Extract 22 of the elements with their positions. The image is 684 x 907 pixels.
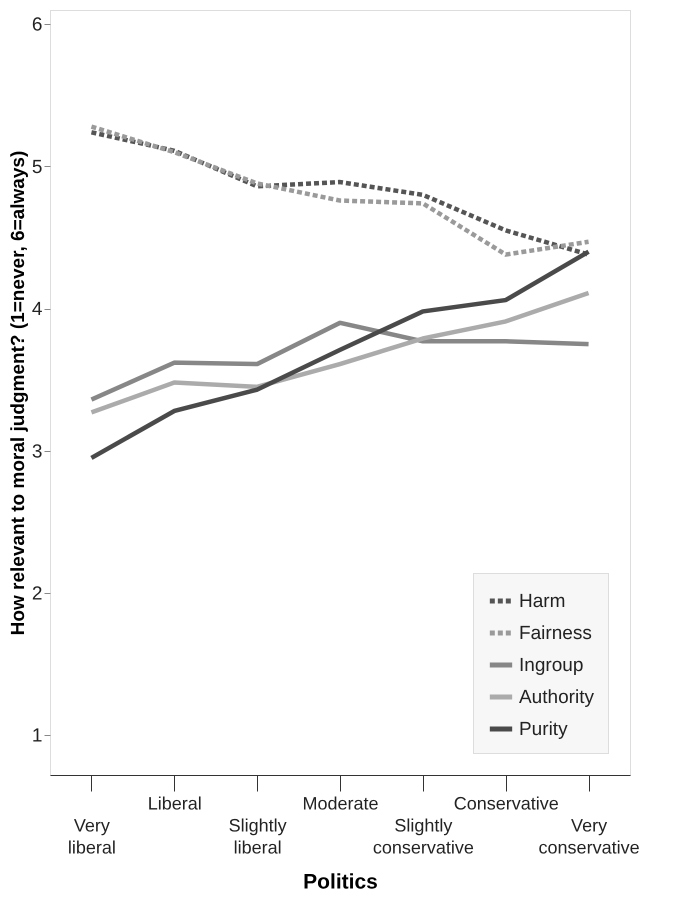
legend-label: Fairness <box>519 623 592 644</box>
line-series <box>89 320 591 402</box>
x-tick-label: Conservative <box>454 794 559 814</box>
y-tick-label: 3 <box>32 441 42 462</box>
x-tick-label: Moderate <box>302 794 379 814</box>
y-tick-label: 4 <box>32 299 43 320</box>
x-tick-label: Slightly liberal <box>228 816 287 858</box>
x-tick-label: Very conservative <box>538 816 640 858</box>
x-tick-label: Very liberal <box>68 816 116 858</box>
y-tick-label: 2 <box>32 583 42 604</box>
y-tick-label: 1 <box>32 726 42 747</box>
line-series <box>89 290 591 415</box>
x-tick-label: Liberal <box>148 794 202 814</box>
y-tick-label: 5 <box>32 156 42 178</box>
y-axis-title: How relevant to moral judgment? (1=never, 6=always) <box>8 150 29 636</box>
legend-label: Harm <box>519 591 566 612</box>
legend-label: Ingroup <box>519 655 584 676</box>
x-axis-title: Politics <box>303 870 378 894</box>
legend-label: Authority <box>519 687 594 708</box>
y-tick-label: 6 <box>32 14 42 36</box>
x-tick-label: Slightly conservative <box>372 816 474 858</box>
legend-label: Purity <box>519 719 568 740</box>
